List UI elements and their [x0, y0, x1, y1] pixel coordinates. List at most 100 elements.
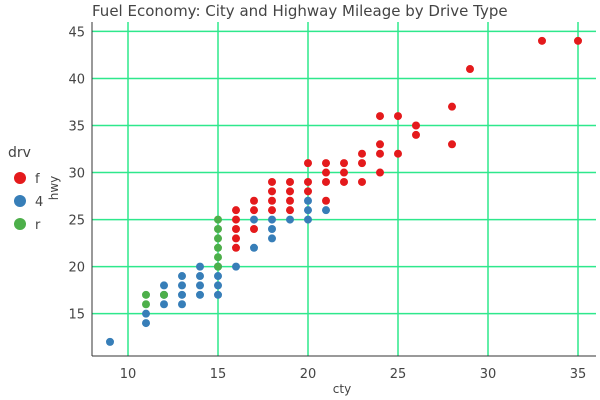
point-4 — [268, 215, 276, 224]
point-f — [340, 168, 348, 177]
point-f — [286, 177, 294, 186]
point-r — [142, 290, 150, 299]
point-f — [412, 121, 420, 130]
point-4 — [304, 196, 312, 205]
chart-title: Fuel Economy: City and Highway Mileage b… — [92, 2, 508, 20]
point-r — [160, 290, 168, 299]
point-f — [286, 187, 294, 196]
point-4 — [160, 300, 168, 309]
tick-labels: 10 15 20 25 30 35 15 20 25 30 35 40 45 — [68, 25, 586, 382]
point-4 — [196, 262, 204, 271]
point-f — [232, 215, 240, 224]
point-f — [286, 206, 294, 215]
point-f — [268, 196, 276, 205]
y-tick-label: 45 — [68, 25, 85, 40]
point-f — [574, 36, 582, 45]
y-tick-label: 15 — [68, 308, 85, 323]
point-f — [304, 159, 312, 168]
point-r — [142, 300, 150, 309]
point-f — [304, 187, 312, 196]
point-4 — [214, 290, 222, 299]
point-f — [268, 206, 276, 215]
point-4 — [178, 281, 186, 290]
point-4 — [286, 215, 294, 224]
point-f — [448, 140, 456, 149]
point-f — [358, 177, 366, 186]
series-f — [232, 36, 582, 252]
y-tick-label: 30 — [68, 167, 85, 182]
point-4 — [178, 272, 186, 281]
point-4 — [160, 281, 168, 290]
point-f — [376, 149, 384, 158]
point-f — [250, 196, 258, 205]
point-f — [340, 159, 348, 168]
legend: drv f 4 r — [8, 145, 43, 233]
point-f — [322, 159, 330, 168]
point-4 — [268, 234, 276, 243]
point-4 — [142, 319, 150, 328]
point-f — [340, 177, 348, 186]
point-f — [232, 224, 240, 233]
point-f — [232, 243, 240, 252]
y-tick-label: 25 — [68, 214, 85, 229]
y-tick-label: 35 — [68, 119, 85, 134]
point-f — [376, 112, 384, 121]
point-4 — [214, 272, 222, 281]
point-f — [268, 177, 276, 186]
series-4 — [106, 196, 330, 346]
point-f — [322, 196, 330, 205]
point-4 — [250, 215, 258, 224]
legend-swatch-r — [14, 218, 26, 230]
point-4 — [178, 300, 186, 309]
y-tick-label: 40 — [68, 72, 85, 87]
point-f — [412, 130, 420, 139]
legend-label-r: r — [35, 218, 41, 233]
point-4 — [268, 224, 276, 233]
x-tick-label: 15 — [210, 367, 227, 382]
point-4 — [196, 290, 204, 299]
point-4 — [196, 272, 204, 281]
point-4 — [250, 243, 258, 252]
point-f — [286, 196, 294, 205]
grid-lines — [92, 22, 596, 356]
x-axis-label: cty — [333, 382, 351, 396]
point-r — [214, 243, 222, 252]
point-f — [358, 149, 366, 158]
point-f — [322, 177, 330, 186]
point-4 — [142, 309, 150, 318]
point-r — [214, 234, 222, 243]
axes — [91, 22, 596, 357]
point-4 — [304, 215, 312, 224]
point-f — [394, 112, 402, 121]
legend-label-4: 4 — [35, 195, 43, 210]
point-4 — [196, 281, 204, 290]
point-f — [376, 168, 384, 177]
legend-swatch-f — [14, 172, 26, 184]
y-tick-label: 20 — [68, 261, 85, 276]
y-axis-label: hwy — [47, 176, 61, 201]
point-f — [358, 159, 366, 168]
legend-swatch-4 — [14, 195, 26, 207]
data-points — [106, 36, 582, 346]
series-r — [142, 215, 222, 309]
point-f — [466, 65, 474, 74]
x-tick-label: 10 — [120, 367, 137, 382]
point-f — [304, 177, 312, 186]
point-4 — [232, 262, 240, 271]
point-4 — [178, 290, 186, 299]
point-r — [214, 253, 222, 262]
point-r — [214, 224, 222, 233]
point-f — [538, 36, 546, 45]
point-f — [250, 206, 258, 215]
point-4 — [106, 337, 114, 346]
point-4 — [322, 206, 330, 215]
point-f — [394, 149, 402, 158]
legend-label-f: f — [35, 172, 40, 187]
point-f — [232, 206, 240, 215]
point-f — [268, 187, 276, 196]
x-tick-label: 35 — [570, 367, 587, 382]
x-tick-label: 30 — [480, 367, 497, 382]
point-r — [214, 215, 222, 224]
x-tick-label: 20 — [300, 367, 317, 382]
